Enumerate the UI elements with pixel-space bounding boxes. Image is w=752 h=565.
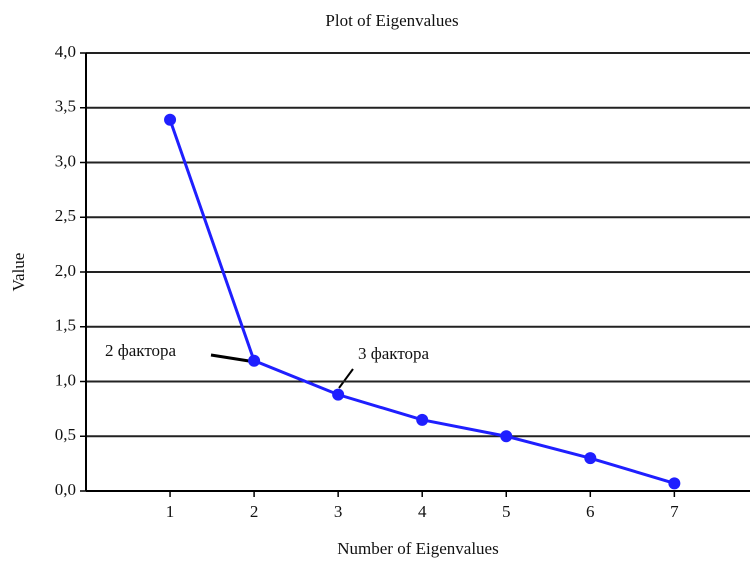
annotation: 3 фактора: [358, 344, 430, 363]
data-point: [584, 452, 597, 465]
x-axis-label: Number of Eigenvalues: [337, 539, 498, 558]
y-tick-label: 1,0: [55, 370, 76, 389]
y-tick-label: 2,5: [55, 206, 76, 225]
x-tick-label: 2: [250, 502, 259, 521]
annotation-arrow: [338, 368, 354, 389]
y-tick-label: 0,0: [55, 480, 76, 499]
data-point: [332, 388, 345, 401]
y-tick-label: 2,0: [55, 261, 76, 280]
annotation: 2 фактора: [105, 341, 177, 360]
chart-title: Plot of Eigenvalues: [325, 11, 458, 30]
data-point: [500, 430, 513, 443]
x-tick-label: 6: [586, 502, 595, 521]
x-tick-label: 4: [418, 502, 427, 521]
x-tick-label: 3: [334, 502, 343, 521]
data-point: [416, 413, 429, 426]
y-axis-label: Value: [9, 253, 28, 292]
y-tick-label: 1,5: [55, 316, 76, 335]
x-tick-label: 1: [166, 502, 175, 521]
y-tick-label: 0,5: [55, 425, 76, 444]
data-point: [668, 477, 681, 490]
annotation-arrow: [210, 353, 250, 363]
data-point: [164, 113, 177, 126]
y-tick-label: 4,0: [55, 42, 76, 61]
y-tick-label: 3,0: [55, 151, 76, 170]
x-tick-label: 5: [502, 502, 511, 521]
y-tick-label: 3,5: [55, 97, 76, 116]
x-tick-label: 7: [670, 502, 679, 521]
data-point: [248, 354, 261, 367]
